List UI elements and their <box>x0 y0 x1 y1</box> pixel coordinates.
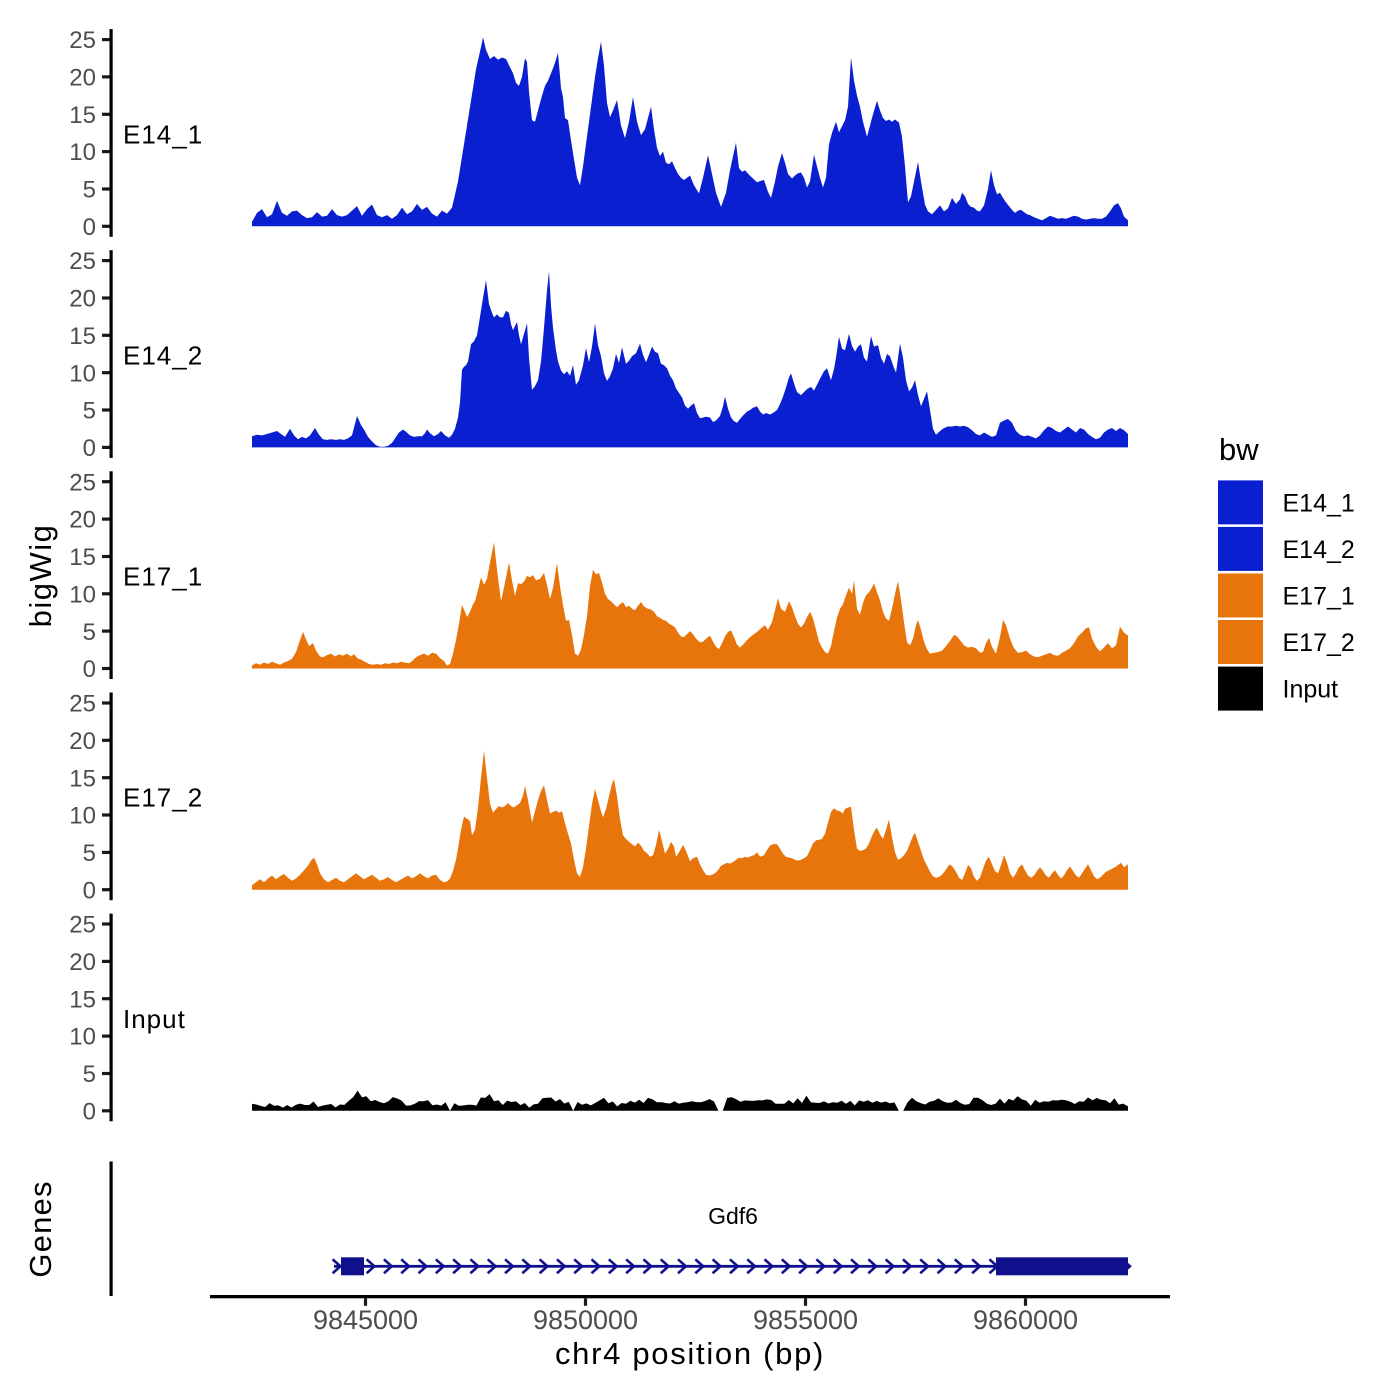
svg-text:bw: bw <box>1219 432 1259 467</box>
svg-text:0: 0 <box>83 656 96 683</box>
svg-text:Input: Input <box>1283 676 1339 704</box>
svg-text:5: 5 <box>83 840 96 867</box>
svg-text:0: 0 <box>83 877 96 904</box>
svg-text:9850000: 9850000 <box>533 1305 638 1335</box>
svg-text:5: 5 <box>83 1061 96 1088</box>
svg-text:20: 20 <box>69 949 96 976</box>
svg-text:10: 10 <box>69 1024 96 1051</box>
svg-text:E17_2: E17_2 <box>123 783 203 813</box>
svg-text:9860000: 9860000 <box>973 1305 1078 1335</box>
svg-text:Gdf6: Gdf6 <box>708 1203 758 1229</box>
svg-text:15: 15 <box>69 986 96 1013</box>
svg-text:bigWig: bigWig <box>23 524 58 628</box>
svg-text:E14_1: E14_1 <box>1283 489 1355 517</box>
svg-text:5: 5 <box>83 619 96 646</box>
svg-text:15: 15 <box>69 102 96 129</box>
svg-text:10: 10 <box>69 139 96 166</box>
svg-text:E17_1: E17_1 <box>123 562 203 592</box>
svg-text:chr4 position (bp): chr4 position (bp) <box>555 1336 825 1371</box>
svg-text:5: 5 <box>83 398 96 425</box>
svg-text:20: 20 <box>69 65 96 92</box>
svg-text:9845000: 9845000 <box>313 1305 418 1335</box>
svg-text:0: 0 <box>83 435 96 462</box>
svg-text:E14_1: E14_1 <box>123 119 203 149</box>
svg-text:0: 0 <box>83 214 96 241</box>
svg-text:25: 25 <box>69 691 96 718</box>
svg-text:E17_1: E17_1 <box>1283 582 1355 610</box>
svg-text:Genes: Genes <box>23 1180 58 1277</box>
svg-text:0: 0 <box>83 1098 96 1125</box>
svg-text:10: 10 <box>69 581 96 608</box>
svg-text:10: 10 <box>69 803 96 830</box>
svg-text:E17_2: E17_2 <box>1283 629 1355 657</box>
svg-text:25: 25 <box>69 469 96 496</box>
svg-text:25: 25 <box>69 912 96 939</box>
svg-text:20: 20 <box>69 507 96 534</box>
svg-text:Input: Input <box>123 1004 186 1034</box>
svg-text:15: 15 <box>69 544 96 571</box>
svg-text:25: 25 <box>69 27 96 54</box>
svg-text:E14_2: E14_2 <box>123 340 203 370</box>
svg-text:9855000: 9855000 <box>753 1305 858 1335</box>
svg-text:20: 20 <box>69 728 96 755</box>
svg-text:E14_2: E14_2 <box>1283 536 1355 564</box>
svg-text:20: 20 <box>69 286 96 313</box>
svg-text:15: 15 <box>69 323 96 350</box>
svg-text:25: 25 <box>69 248 96 275</box>
svg-text:10: 10 <box>69 360 96 387</box>
svg-text:15: 15 <box>69 765 96 792</box>
svg-text:5: 5 <box>83 177 96 204</box>
